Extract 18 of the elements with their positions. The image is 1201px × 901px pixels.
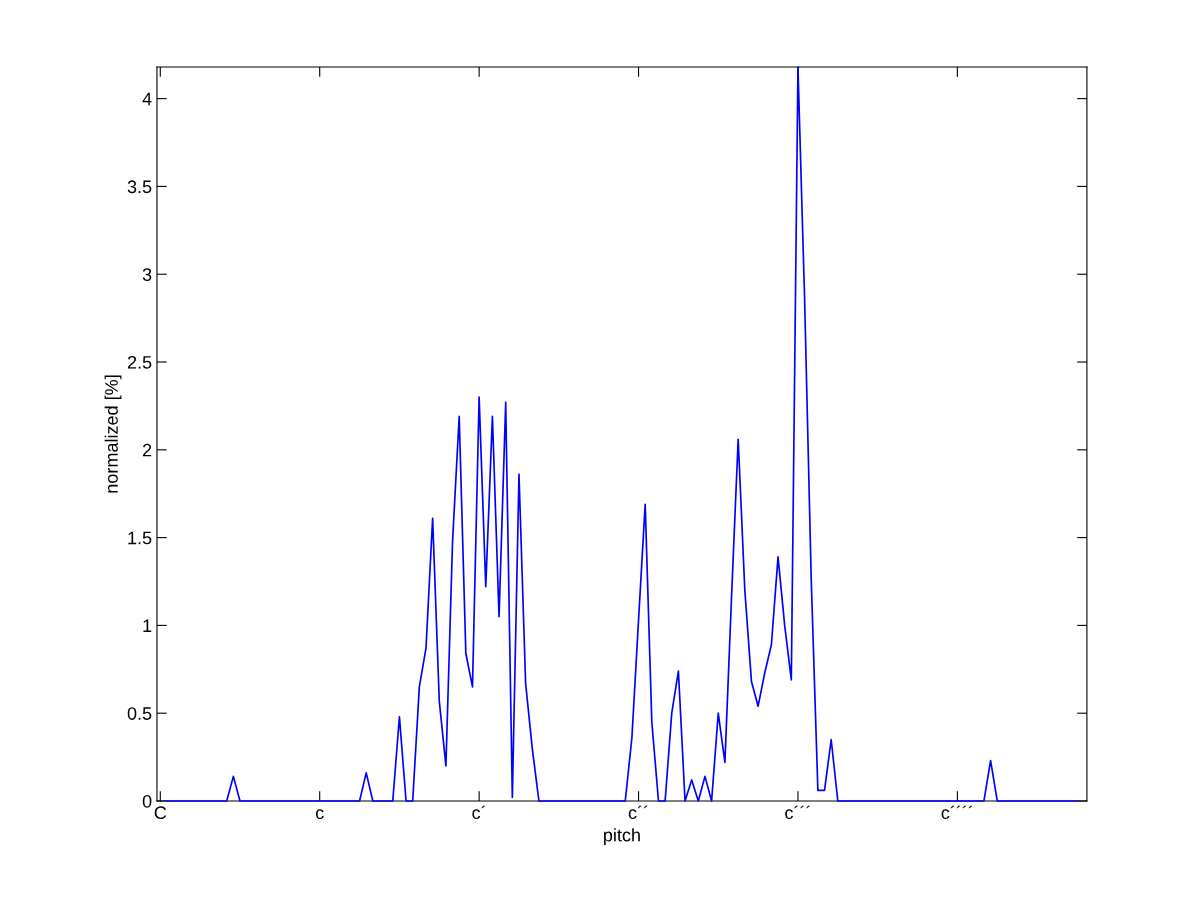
x-tick-label: c´´ [628,805,648,820]
y-tick-label: 0.5 [127,707,152,720]
y-tick-label: 4 [142,92,152,106]
x-tick-label: c [315,809,324,820]
y-tick-label: 0 [142,794,152,808]
x-tick-label: c´ [472,805,486,820]
y-axis-title: normalized [%] [104,375,122,493]
x-tick-label: c´´´´ [941,805,973,820]
line-series [166,66,1078,802]
x-tick-label: c´´´ [785,805,810,820]
y-tick-label: 2 [142,443,152,457]
y-tick-label: 3.5 [127,180,152,194]
y-tick-label: 2.5 [127,355,152,369]
y-tick-label: 1 [143,619,152,632]
y-tick-label: 3 [142,268,152,281]
x-tick-label: C [154,806,167,820]
y-tick-label: 1.5 [128,531,152,545]
x-axis-title: pitch [604,828,640,846]
